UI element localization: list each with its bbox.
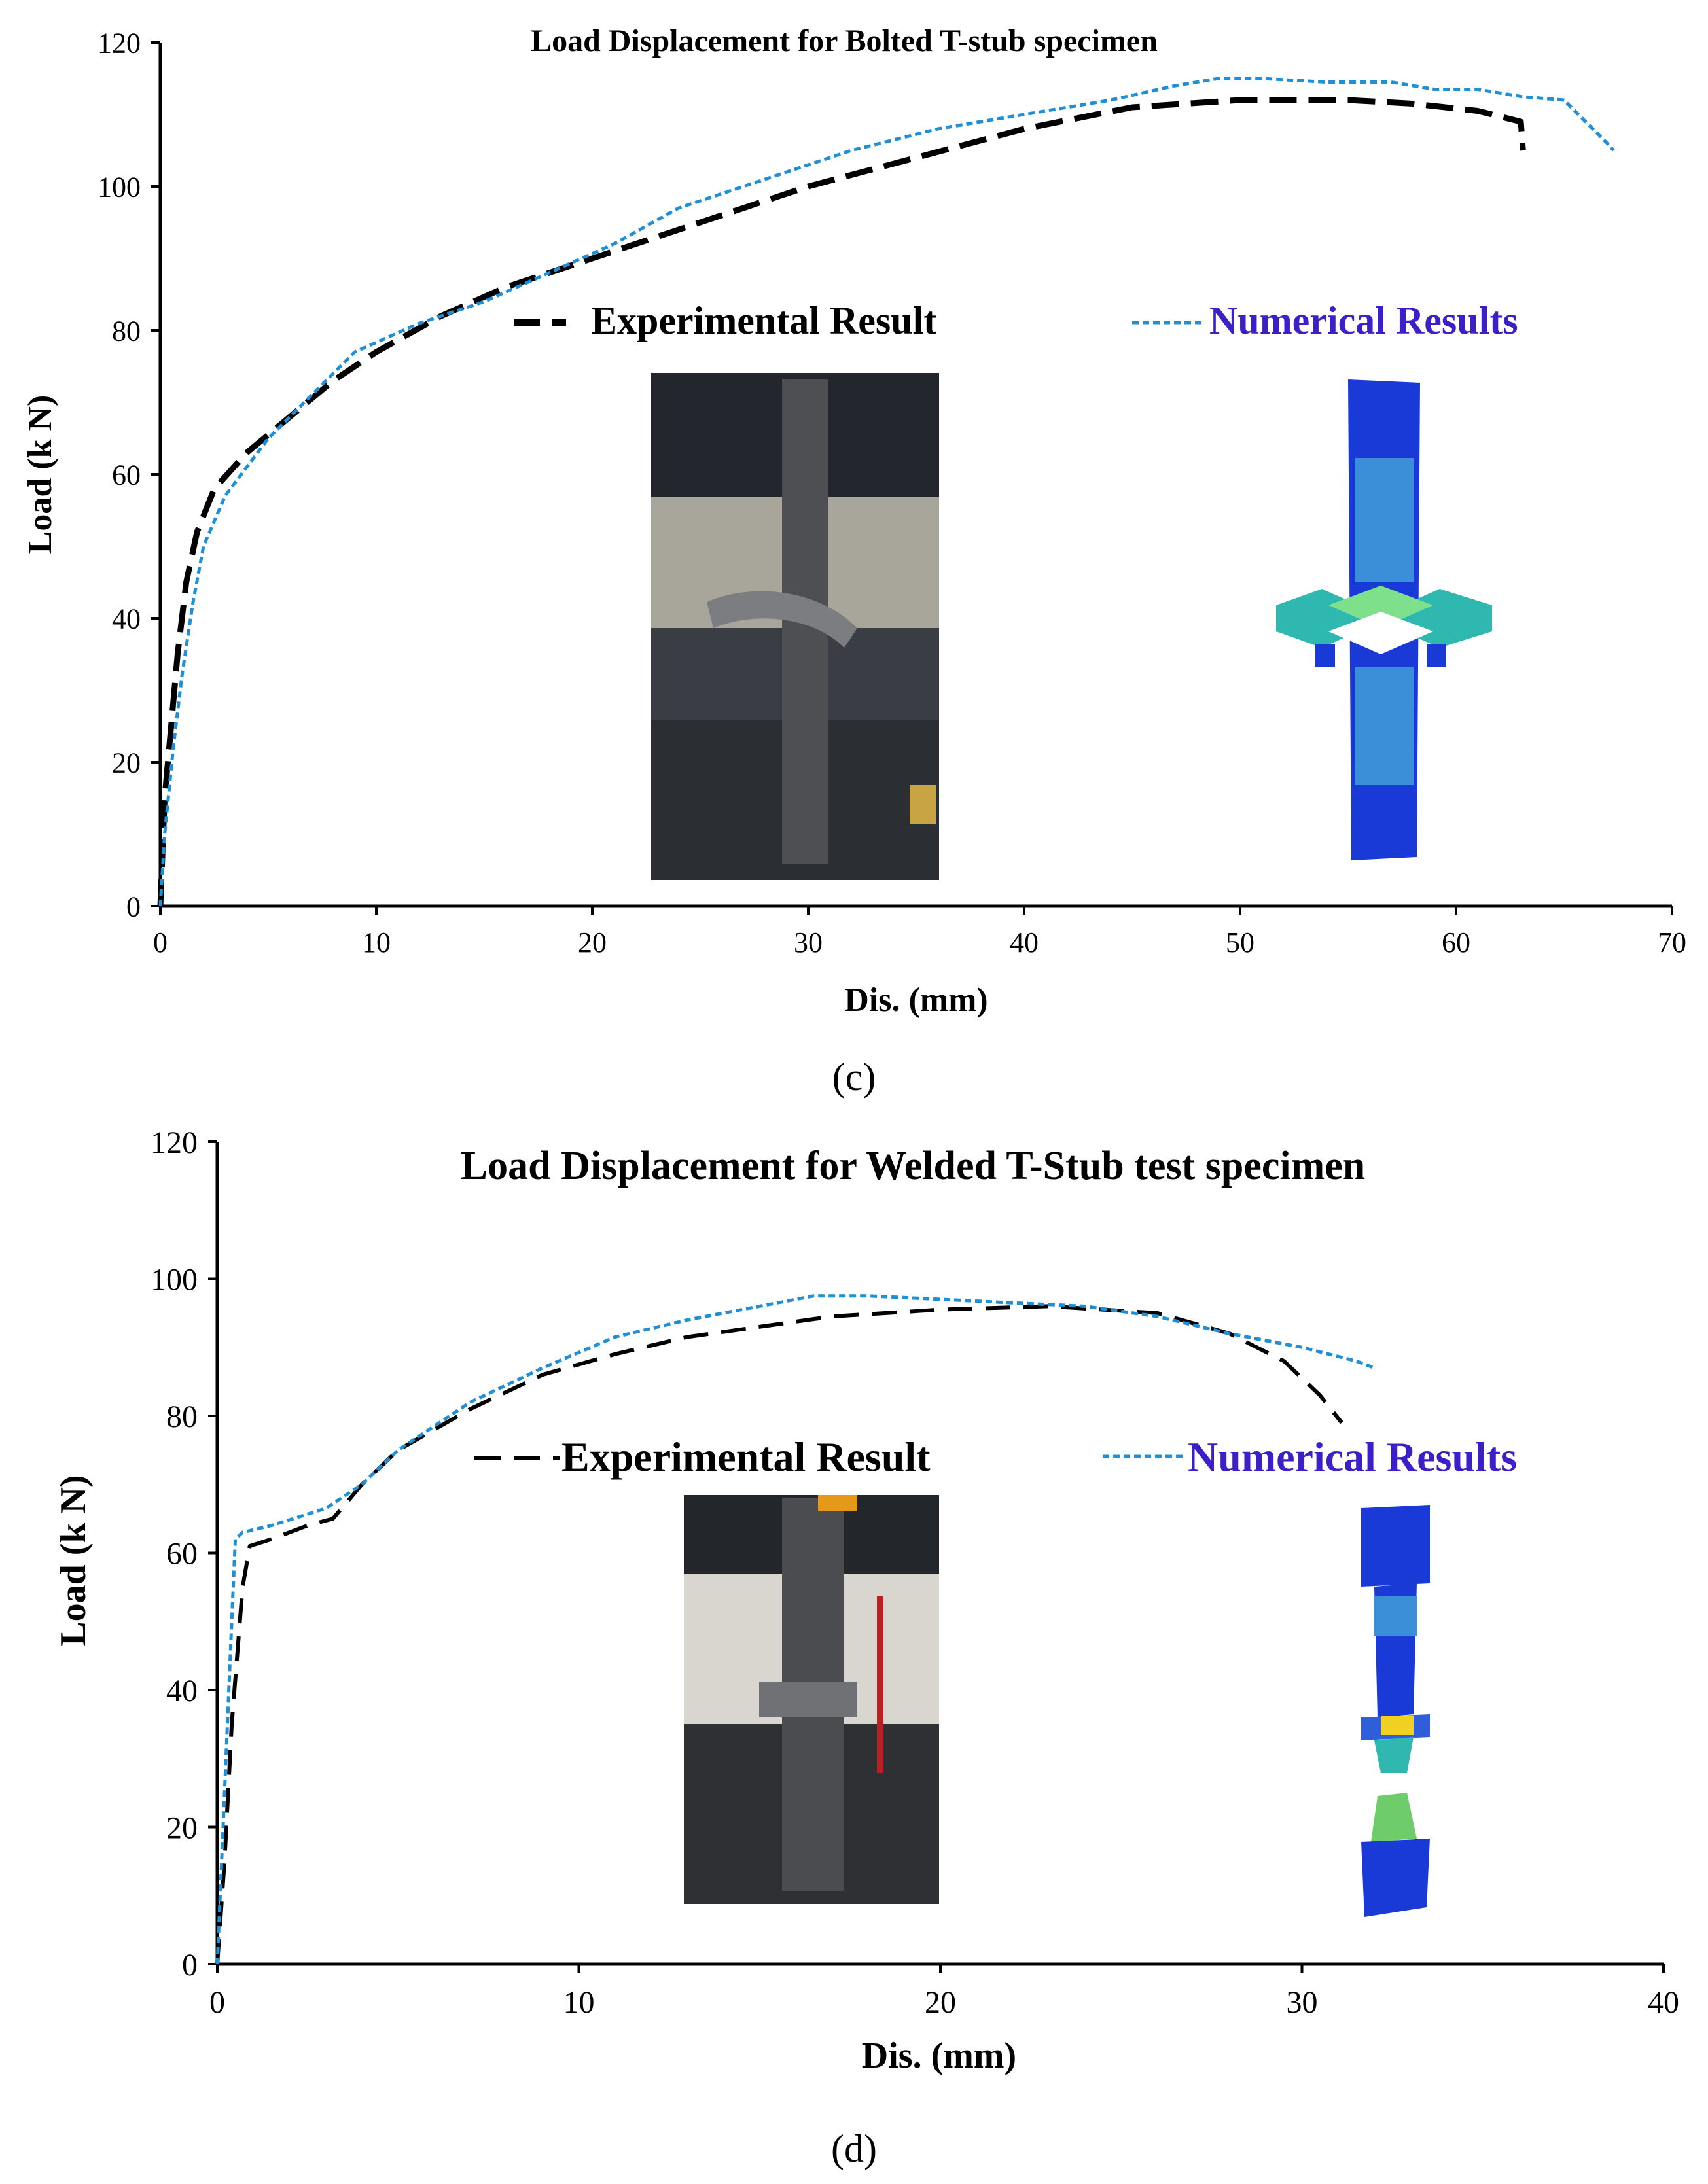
y-axis-label: Load (k N)	[22, 395, 59, 554]
x-axis-label: Dis. (mm)	[844, 981, 988, 1019]
experiment-photo	[684, 1495, 939, 1904]
legend-experimental-label: Experimental Result	[591, 299, 936, 342]
caption-d: (d)	[831, 2127, 877, 2170]
x-tick-label: 30	[794, 926, 823, 959]
series-numerical-line	[215, 1294, 1375, 1965]
legend-numerical-label: Numerical Results	[1209, 299, 1518, 342]
x-tick-label: 40	[1648, 1985, 1679, 2020]
y-tick-label: 60	[166, 1536, 198, 1571]
y-tick-label: 20	[166, 1810, 198, 1845]
fe-model-welded	[1361, 1505, 1430, 1917]
y-tick-label: 100	[151, 1262, 198, 1297]
series-numerical-line	[158, 77, 1615, 907]
legend: Experimental Result Numerical Results	[474, 1434, 1517, 1480]
x-tick-label: 60	[1442, 926, 1470, 959]
y-tick-label: 80	[112, 315, 141, 347]
y-tick-label: 0	[182, 1948, 198, 1982]
y-tick-label: 100	[98, 171, 141, 203]
x-tick-label: 0	[153, 926, 168, 959]
chart-title: Load Displacement for Bolted T-stub spec…	[531, 24, 1158, 58]
x-axis-label: Dis. (mm)	[862, 2035, 1016, 2076]
x-tick-label: 40	[1010, 926, 1039, 959]
experiment-photo	[651, 373, 939, 880]
x-tick-label: 70	[1658, 926, 1686, 959]
chart-title: Load Displacement for Welded T-Stub test…	[461, 1144, 1365, 1188]
y-tick-label: 80	[166, 1400, 198, 1434]
y-tick-label: 120	[98, 27, 141, 59]
y-tick-label: 20	[112, 747, 141, 779]
y-tick-label: 0	[126, 890, 141, 923]
x-tick-label: 30	[1287, 1985, 1318, 2020]
y-axis-label: Load (k N)	[53, 1475, 94, 1646]
y-tick-label: 60	[112, 459, 141, 491]
y-tick-label: 40	[112, 603, 141, 635]
x-tick-label: 20	[578, 926, 607, 959]
chart-welded: 0 10 20 30 40 0 20 40 60 80 100 120 Experimental Re…	[53, 1125, 1679, 2076]
legend-experimental-label: Experimental Result	[561, 1434, 931, 1480]
series-experimental-line	[215, 1304, 1343, 1965]
x-tick-label: 50	[1226, 926, 1254, 959]
caption-c: (c)	[832, 1055, 876, 1099]
legend-numerical-label: Numerical Results	[1188, 1434, 1517, 1480]
y-tick-label: 40	[166, 1674, 198, 1708]
x-tick-label: 10	[563, 1985, 595, 2020]
x-tick-label: 10	[362, 926, 391, 959]
legend: Experimental Result Numerical Results	[514, 299, 1518, 342]
x-tick-label: 20	[925, 1985, 956, 2020]
chart-bolted: 0 10 20 30 40 50 60 70 0 20 40 60 80 100 120 Experimen…	[22, 24, 1686, 1019]
x-tick-label: 0	[209, 1985, 225, 2020]
series-experimental-line	[157, 97, 1526, 907]
fe-model-bolted	[1276, 379, 1492, 860]
y-tick-label: 120	[151, 1125, 198, 1160]
